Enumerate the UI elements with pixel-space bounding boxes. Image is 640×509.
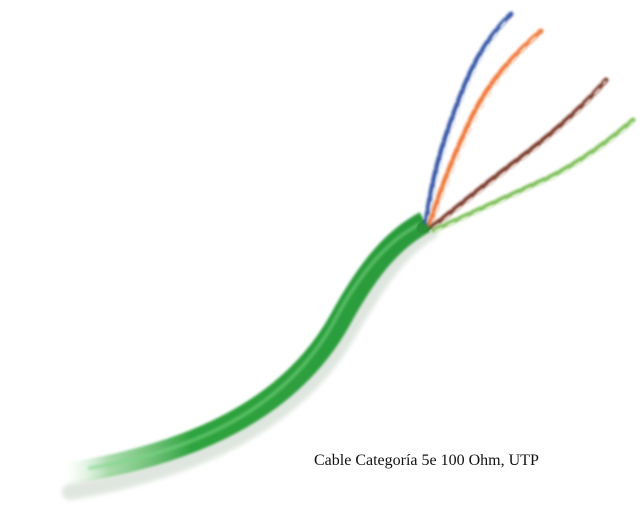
orange-pair-wire-white [430,31,542,227]
brown-pair-wire-white [432,80,607,230]
cable-jacket-highlight [88,222,422,470]
cable-shadow [62,224,438,500]
brown-pair-wire [429,77,609,230]
green-pair-wire-white [434,121,635,233]
product-caption: Cable Categoría 5e 100 Ohm, UTP [314,452,539,469]
orange-pair-wire [427,28,544,227]
blue-pair-wire-white [426,14,512,224]
green-pair-wire [431,117,636,233]
blue-pair-wire [423,11,514,225]
